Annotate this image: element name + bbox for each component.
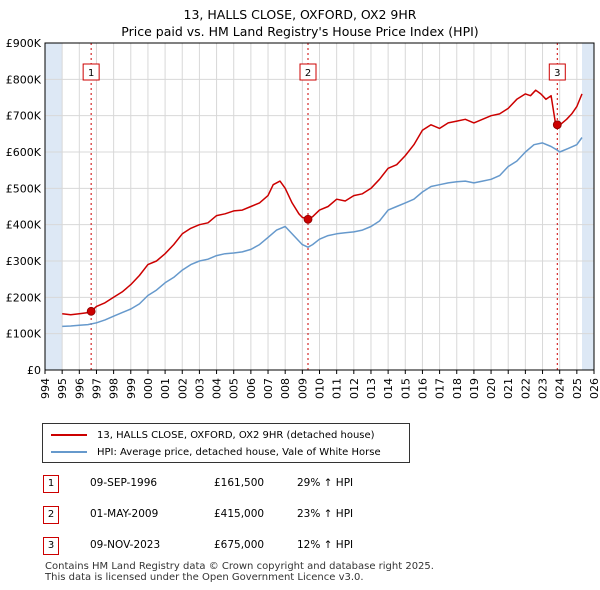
sale-hpi-change: 23% ↑ HPI bbox=[297, 508, 354, 520]
sale-marker-label: 2 bbox=[305, 68, 311, 79]
hpi-line bbox=[62, 137, 583, 328]
x-tick-label: 2022 bbox=[519, 378, 532, 400]
footer-licence: This data is licensed under the Open Gov… bbox=[45, 572, 364, 583]
x-tick-label: 2011 bbox=[331, 378, 344, 400]
y-tick-label: £400K bbox=[6, 219, 42, 232]
x-tick-label: 1996 bbox=[73, 378, 86, 400]
x-tick-label: 2012 bbox=[348, 378, 361, 400]
chart-subtitle: Price paid vs. HM Land Registry's House … bbox=[121, 24, 479, 39]
y-tick-label: £600K bbox=[6, 146, 42, 159]
y-tick-label: £300K bbox=[6, 255, 42, 268]
x-tick-label: 1997 bbox=[90, 378, 103, 400]
sale-price: £675,000 bbox=[214, 539, 265, 551]
sale-date: 01-MAY-2009 bbox=[90, 508, 159, 520]
sale-number-badge: 3 bbox=[43, 537, 59, 555]
x-tick-label: 2006 bbox=[245, 378, 258, 400]
legend-item-property: 13, HALLS CLOSE, OXFORD, OX2 9HR (detach… bbox=[51, 427, 375, 443]
legend-swatch-property bbox=[51, 434, 87, 436]
y-tick-label: £900K bbox=[6, 37, 42, 50]
footer-attribution: Contains HM Land Registry data © Crown c… bbox=[45, 561, 434, 583]
sale-marker-box bbox=[299, 63, 317, 81]
x-tick-label: 1999 bbox=[125, 378, 138, 400]
x-tick-label: 2014 bbox=[382, 378, 395, 400]
x-tick-label: 2002 bbox=[176, 378, 189, 400]
sale-number-badge: 2 bbox=[43, 506, 59, 524]
x-tick-label: 2003 bbox=[193, 378, 206, 400]
sale-point bbox=[552, 120, 562, 130]
y-tick-label: £700K bbox=[6, 110, 42, 123]
legend-label-property: 13, HALLS CLOSE, OXFORD, OX2 9HR (detach… bbox=[97, 429, 375, 441]
sale-price: £161,500 bbox=[214, 477, 265, 489]
x-tick-label: 2009 bbox=[296, 378, 309, 400]
sale-marker-label: 3 bbox=[554, 68, 560, 79]
y-tick-label: £100K bbox=[6, 328, 42, 341]
sale-point bbox=[86, 306, 96, 316]
sale-row-3: 3 09-NOV-2023 £675,000 12% ↑ HPI bbox=[0, 537, 600, 557]
chart-title: 13, HALLS CLOSE, OXFORD, OX2 9HR bbox=[183, 7, 417, 22]
x-tick-label: 2019 bbox=[468, 378, 481, 400]
x-tick-label: 2007 bbox=[262, 378, 275, 400]
x-tick-label: 2015 bbox=[399, 378, 412, 400]
y-tick-label: £0 bbox=[27, 364, 41, 377]
x-tick-label: 2010 bbox=[314, 378, 327, 400]
no-data-region-end bbox=[581, 43, 594, 370]
x-tick-label: 2026 bbox=[588, 378, 600, 400]
x-tick-label: 1998 bbox=[108, 378, 121, 400]
x-tick-label: 2017 bbox=[434, 378, 447, 400]
sale-date: 09-SEP-1996 bbox=[90, 477, 158, 489]
legend-item-hpi: HPI: Average price, detached house, Vale… bbox=[51, 444, 381, 460]
x-tick-label: 2000 bbox=[142, 378, 155, 400]
price-chart: 1 2 3 £0 £100K £200K £300K £400K £500K £600K £700… bbox=[6, 37, 600, 400]
sale-price: £415,000 bbox=[214, 508, 265, 520]
sale-date: 09-NOV-2023 bbox=[90, 539, 161, 551]
no-data-region-start bbox=[45, 43, 63, 370]
sale-row-1: 1 09-SEP-1996 £161,500 29% ↑ HPI bbox=[0, 475, 600, 495]
x-tick-label: 2023 bbox=[537, 378, 550, 400]
sale-marker-box bbox=[548, 63, 566, 81]
sale-marker-box bbox=[82, 63, 100, 81]
plot-frame bbox=[44, 42, 595, 371]
x-tick-label: 2020 bbox=[485, 378, 498, 400]
x-tick-label: 2024 bbox=[554, 378, 567, 400]
y-tick-label: £500K bbox=[6, 182, 42, 195]
sale-hpi-change: 29% ↑ HPI bbox=[297, 477, 354, 489]
x-tick-label: 1994 bbox=[39, 378, 52, 400]
x-tick-label: 2005 bbox=[228, 378, 241, 400]
x-tick-label: 2008 bbox=[279, 378, 292, 400]
x-tick-label: 2025 bbox=[571, 378, 584, 400]
sale-marker-label: 1 bbox=[88, 68, 94, 79]
x-tick-label: 2004 bbox=[211, 378, 224, 400]
sale-hpi-change: 12% ↑ HPI bbox=[297, 539, 354, 551]
y-tick-label: £800K bbox=[6, 73, 42, 86]
x-tick-label: 2021 bbox=[502, 378, 515, 400]
x-tick-label: 2016 bbox=[416, 378, 429, 400]
sale-point bbox=[303, 214, 313, 224]
legend-label-hpi: HPI: Average price, detached house, Vale… bbox=[97, 446, 381, 458]
footer-copyright: Contains HM Land Registry data © Crown c… bbox=[45, 561, 434, 572]
x-tick-label: 2001 bbox=[159, 378, 172, 400]
sale-row-2: 2 01-MAY-2009 £415,000 23% ↑ HPI bbox=[0, 506, 600, 526]
x-tick-label: 2013 bbox=[365, 378, 378, 400]
property-price-line bbox=[62, 89, 583, 316]
y-tick-label: £200K bbox=[6, 291, 42, 304]
x-tick-label: 1995 bbox=[56, 378, 69, 400]
legend-swatch-hpi bbox=[51, 451, 87, 453]
x-tick-label: 2018 bbox=[451, 378, 464, 400]
sale-number-badge: 1 bbox=[43, 475, 59, 493]
legend: 13, HALLS CLOSE, OXFORD, OX2 9HR (detach… bbox=[42, 423, 410, 463]
